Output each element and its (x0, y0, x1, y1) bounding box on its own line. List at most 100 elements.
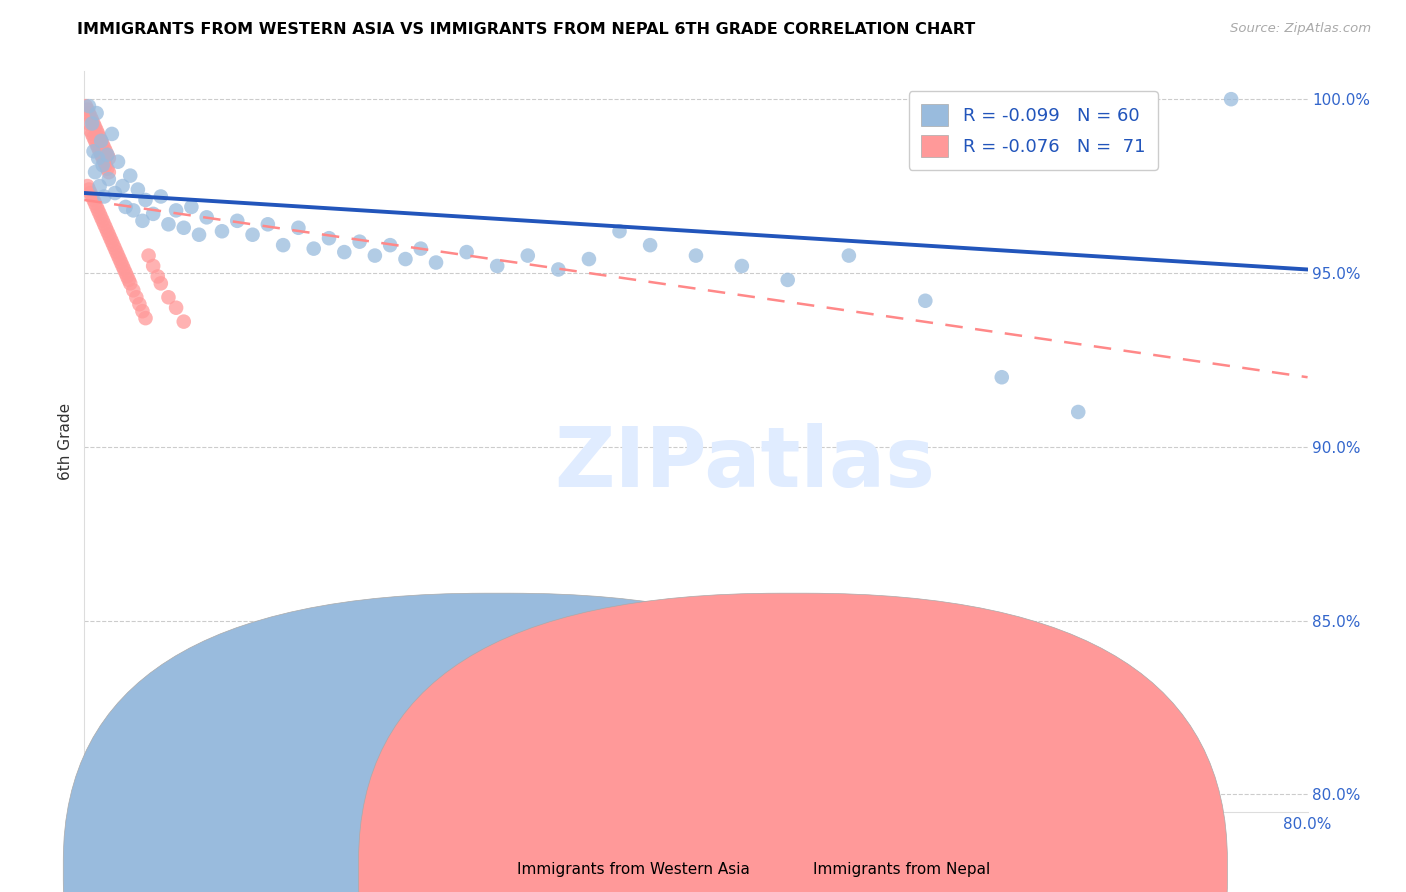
Point (107, 154, 129, 169)
Point (80, 127, 103, 141)
Point (138, 249, 160, 263)
Point (333, 245, 356, 260)
Point (685, 249, 707, 263)
Point (609, 224, 631, 238)
Point (731, 259, 754, 273)
Point (97, 165, 120, 179)
Point (110, 255, 132, 269)
Point (90, 134, 112, 148)
Point (104, 186, 127, 200)
Point (79, 186, 101, 200)
Point (1067, 405, 1090, 419)
Point (84, 165, 107, 179)
Point (80, 189, 103, 203)
Point (84, 134, 107, 148)
Point (83, 145, 105, 159)
Point (83, 116, 105, 130)
Point (211, 224, 233, 238)
Point (80, 113, 103, 128)
Point (97, 172, 120, 186)
Point (127, 182, 149, 196)
Point (90, 134, 112, 148)
Point (111, 179, 134, 194)
Point (77, 182, 100, 196)
Point (114, 266, 136, 280)
Point (89, 179, 111, 194)
Point (87, 141, 110, 155)
Point (96, 161, 118, 176)
Point (77, 106, 100, 120)
Point (776, 273, 799, 287)
Point (578, 252, 600, 266)
Point (90, 148, 112, 162)
Point (142, 207, 165, 221)
Point (131, 214, 153, 228)
Point (318, 231, 340, 245)
Point (89, 145, 111, 159)
Point (108, 252, 131, 266)
Point (486, 259, 509, 273)
Point (146, 269, 169, 284)
Point (157, 217, 180, 231)
Point (84, 120, 107, 134)
Point (456, 245, 478, 260)
Point (1220, 92, 1243, 106)
Point (79, 110, 101, 124)
Point (638, 238, 661, 252)
Point (87, 203, 110, 218)
Point (914, 293, 936, 308)
Point (128, 297, 150, 311)
Point (97, 227, 120, 242)
Point (84, 196, 107, 211)
Point (93, 217, 115, 231)
Point (257, 217, 280, 231)
Point (94, 220, 117, 235)
Point (516, 249, 538, 263)
Point (83, 130, 105, 145)
Point (91, 158, 114, 172)
Point (149, 189, 172, 203)
Point (87, 127, 110, 141)
Point (157, 290, 180, 304)
Point (180, 200, 202, 214)
Point (165, 203, 187, 218)
Point (142, 259, 165, 273)
Point (287, 220, 309, 235)
Point (93, 154, 115, 169)
Point (94, 145, 117, 159)
Point (93, 189, 115, 203)
Point (173, 220, 195, 235)
Legend: R = -0.099   N = 60, R = -0.076   N =  71: R = -0.099 N = 60, R = -0.076 N = 71 (908, 92, 1159, 169)
Point (838, 249, 860, 263)
Point (394, 252, 416, 266)
Point (242, 227, 264, 242)
Point (94, 158, 117, 172)
Point (107, 249, 129, 263)
Point (76, 179, 98, 194)
Point (91, 214, 114, 228)
Point (86, 137, 108, 152)
Point (173, 315, 195, 329)
Point (90, 211, 112, 225)
Point (86, 123, 108, 137)
Point (101, 235, 124, 249)
Y-axis label: 6th Grade: 6th Grade (58, 403, 73, 480)
Point (122, 283, 145, 297)
Point (96, 148, 118, 162)
Point (118, 273, 141, 287)
Point (120, 169, 142, 183)
Point (91, 137, 114, 152)
Point (76, 103, 98, 117)
Point (122, 203, 145, 218)
Point (131, 304, 153, 318)
Point (75, 99, 97, 113)
Point (77, 99, 100, 113)
Text: Immigrants from Nepal: Immigrants from Nepal (813, 863, 990, 877)
Point (226, 214, 249, 228)
Point (112, 262, 135, 277)
Point (425, 255, 447, 269)
Point (77, 116, 100, 130)
Point (547, 262, 569, 277)
Point (991, 370, 1014, 384)
Point (89, 130, 111, 145)
